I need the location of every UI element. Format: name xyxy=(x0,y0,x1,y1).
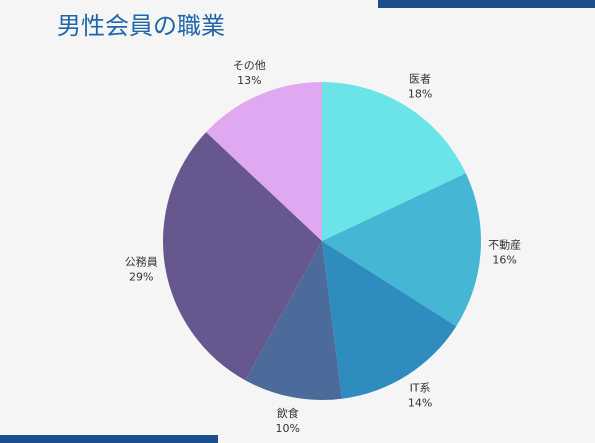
slice-value-label: 18% xyxy=(408,87,432,100)
slice-value-label: 29% xyxy=(129,271,153,284)
slice-value-label: 13% xyxy=(237,74,261,87)
pie-slice xyxy=(322,173,481,327)
slice-value-label: 10% xyxy=(275,422,299,435)
pie-slice xyxy=(245,241,342,401)
slice-value-label: 14% xyxy=(408,397,432,410)
slice-label: 医者 xyxy=(409,72,431,85)
bottom-bar xyxy=(0,435,218,443)
pie-slice xyxy=(206,82,322,241)
slice-value-label: 16% xyxy=(492,253,516,266)
pie-slice xyxy=(163,132,322,381)
slice-label: 公務員 xyxy=(125,255,158,269)
pie-slice xyxy=(322,82,466,241)
chart-title: 男性会員の職業 xyxy=(57,12,225,40)
slice-label: その他 xyxy=(233,59,266,72)
slice-label: 飲食 xyxy=(277,406,299,420)
top-bar xyxy=(378,0,595,8)
slice-label: 不動産 xyxy=(488,237,521,251)
slice-label: IT系 xyxy=(410,382,431,395)
pie-slice xyxy=(322,241,457,399)
